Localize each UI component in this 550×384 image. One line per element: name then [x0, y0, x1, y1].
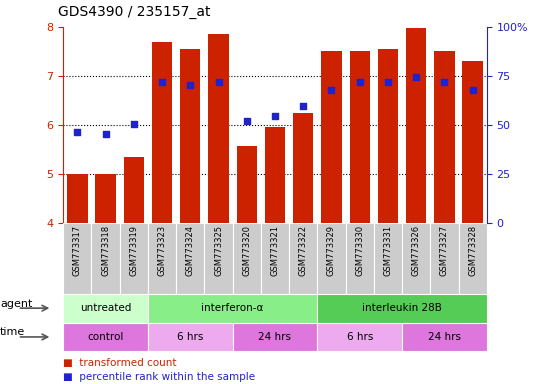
Point — [383, 79, 392, 85]
Text: GSM773330: GSM773330 — [355, 225, 364, 276]
Bar — [180, 49, 200, 223]
Text: GSM773329: GSM773329 — [327, 225, 336, 276]
Text: 24 hrs: 24 hrs — [258, 332, 292, 342]
Bar — [345, 223, 374, 294]
Bar — [293, 113, 314, 223]
Text: GSM773328: GSM773328 — [468, 225, 477, 276]
Bar — [205, 223, 233, 294]
Text: time: time — [0, 327, 25, 338]
Bar — [463, 61, 483, 223]
Text: ■  transformed count: ■ transformed count — [63, 358, 177, 368]
Bar — [148, 223, 176, 294]
Bar — [120, 223, 148, 294]
Text: interleukin 28B: interleukin 28B — [362, 303, 442, 313]
Bar — [91, 223, 120, 294]
Point — [158, 79, 167, 85]
Point — [299, 103, 307, 109]
Bar — [434, 51, 454, 223]
Bar — [67, 174, 87, 223]
Bar — [321, 51, 342, 223]
Text: GSM773319: GSM773319 — [129, 225, 139, 276]
Point — [186, 81, 195, 88]
Text: GSM773324: GSM773324 — [186, 225, 195, 276]
Bar — [402, 223, 430, 294]
Point — [271, 113, 279, 119]
Bar — [233, 323, 317, 351]
Text: GDS4390 / 235157_at: GDS4390 / 235157_at — [58, 5, 210, 19]
Bar — [63, 294, 148, 323]
Text: GSM773321: GSM773321 — [271, 225, 279, 276]
Bar — [124, 157, 144, 223]
Point — [129, 121, 138, 127]
Text: GSM773323: GSM773323 — [157, 225, 167, 276]
Text: GSM773322: GSM773322 — [299, 225, 308, 276]
Bar — [261, 223, 289, 294]
Point — [412, 74, 421, 80]
Bar — [430, 223, 459, 294]
Text: GSM773317: GSM773317 — [73, 225, 82, 276]
Point — [355, 79, 364, 85]
Text: 6 hrs: 6 hrs — [346, 332, 373, 342]
Bar — [317, 223, 345, 294]
Bar — [350, 51, 370, 223]
Bar — [406, 28, 426, 223]
Bar — [208, 34, 229, 223]
Bar — [317, 294, 487, 323]
Point — [440, 79, 449, 85]
Bar — [233, 223, 261, 294]
Text: 24 hrs: 24 hrs — [428, 332, 461, 342]
Point — [101, 131, 110, 137]
Bar — [176, 223, 205, 294]
Bar — [152, 41, 172, 223]
Text: interferon-α: interferon-α — [201, 303, 264, 313]
Text: 6 hrs: 6 hrs — [177, 332, 204, 342]
Text: GSM773325: GSM773325 — [214, 225, 223, 276]
Text: GSM773320: GSM773320 — [242, 225, 251, 276]
Text: untreated: untreated — [80, 303, 131, 313]
Bar — [236, 146, 257, 223]
Bar — [265, 127, 285, 223]
Point — [243, 118, 251, 124]
Bar — [374, 223, 402, 294]
Bar — [459, 223, 487, 294]
Bar — [148, 323, 233, 351]
Text: GSM773318: GSM773318 — [101, 225, 110, 276]
Bar — [378, 49, 398, 223]
Bar — [148, 294, 317, 323]
Text: control: control — [87, 332, 124, 342]
Point — [73, 129, 82, 135]
Bar — [63, 223, 91, 294]
Bar — [96, 174, 115, 223]
Point — [214, 79, 223, 85]
Bar — [317, 323, 402, 351]
Text: agent: agent — [0, 298, 32, 309]
Text: GSM773331: GSM773331 — [383, 225, 393, 276]
Bar — [289, 223, 317, 294]
Text: GSM773326: GSM773326 — [411, 225, 421, 276]
Point — [327, 86, 336, 93]
Bar — [402, 323, 487, 351]
Point — [468, 86, 477, 93]
Bar — [63, 323, 148, 351]
Text: ■  percentile rank within the sample: ■ percentile rank within the sample — [63, 372, 255, 382]
Text: GSM773327: GSM773327 — [440, 225, 449, 276]
